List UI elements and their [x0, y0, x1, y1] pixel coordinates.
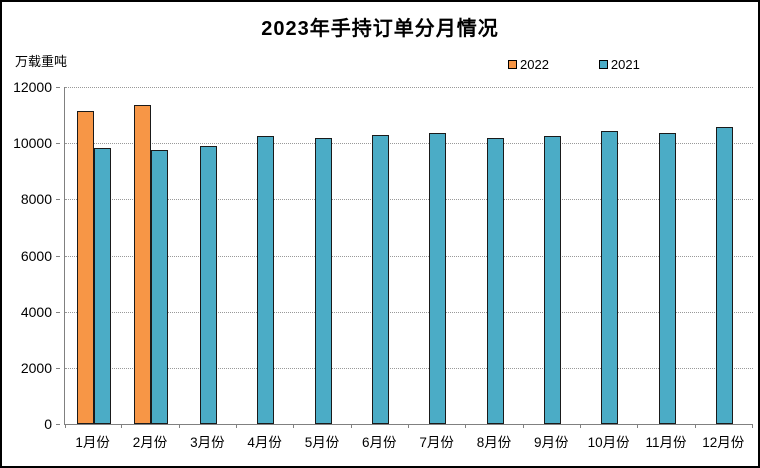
y-tick-label: 12000 — [13, 79, 52, 95]
y-tick-label: 10000 — [13, 135, 52, 152]
plot-area — [64, 87, 753, 428]
gridline — [65, 367, 753, 369]
y-tick-mark — [56, 255, 60, 257]
x-tick-mark — [178, 424, 180, 428]
y-tick-label: 6000 — [20, 247, 52, 264]
legend-swatch — [598, 60, 608, 69]
x-axis-labels: 1月份 2月份 3月份 4月份 5月份 6月份 7月份 8月份 9月份 10月份 11月份 12月份 — [64, 431, 752, 451]
x-tick-mark — [580, 424, 581, 428]
legend-item-2022: 2022 — [508, 57, 549, 72]
y-axis: 0 2000 4000 6000 8000 10000 12000 — [2, 80, 60, 431]
bar-2021-11月份 — [658, 133, 676, 424]
gridline — [65, 311, 753, 313]
bar-2022-2月份 — [134, 104, 151, 424]
y-tick-label: 0 — [44, 416, 52, 432]
x-category-label: 3月份 — [190, 435, 225, 450]
gridline — [65, 143, 753, 145]
gridline — [65, 87, 753, 88]
y-tick-label: 2000 — [20, 359, 52, 376]
x-category-label: 12月份 — [702, 435, 745, 450]
x-category-label: 5月份 — [304, 435, 340, 450]
x-category-label: 2月份 — [132, 435, 168, 450]
x-tick-mark — [236, 424, 237, 428]
legend: 2022 2021 — [508, 57, 640, 72]
x-category-label: 10月份 — [587, 435, 630, 450]
y-tick-mark — [56, 311, 60, 313]
y-unit-label: 万载重吨 — [15, 54, 68, 69]
y-tick-mark — [56, 87, 60, 88]
x-tick-mark — [350, 424, 352, 428]
gridline — [65, 255, 753, 257]
y-tick-label: 8000 — [20, 191, 52, 208]
bar-2021-6月份 — [371, 134, 389, 424]
x-tick-mark — [65, 424, 66, 428]
x-category-label: 7月份 — [419, 435, 454, 450]
x-category-label: 6月份 — [362, 435, 397, 450]
x-tick-mark — [408, 424, 409, 428]
x-tick-mark — [637, 424, 639, 428]
bar-2021-5月份 — [314, 138, 332, 424]
gridline — [65, 199, 753, 201]
x-tick-mark — [121, 424, 123, 428]
bar-2021-1月份 — [93, 147, 111, 424]
x-category-label: 4月份 — [247, 435, 282, 450]
x-tick-mark — [465, 424, 467, 428]
bar-2021-9月份 — [543, 135, 561, 424]
legend-swatch — [508, 60, 517, 69]
x-category-label: 9月份 — [534, 435, 569, 450]
bar-2021-4月份 — [257, 136, 275, 424]
legend-label: 2022 — [520, 57, 549, 72]
bar-2021-10月份 — [601, 130, 619, 424]
y-tick-mark — [56, 199, 60, 201]
y-tick-mark — [56, 143, 60, 145]
y-tick-mark — [56, 367, 60, 369]
x-tick-mark — [694, 424, 696, 428]
bar-2021-12月份 — [715, 127, 733, 424]
bar-2022-1月份 — [76, 110, 94, 424]
x-category-label: 11月份 — [645, 435, 687, 450]
x-category-label: 8月份 — [476, 435, 512, 450]
legend-label: 2021 — [610, 57, 640, 72]
x-tick-mark — [522, 424, 524, 428]
bar-2021-7月份 — [429, 132, 447, 424]
bar-2021-3月份 — [199, 146, 217, 424]
chart-title: 2023年手持订单分月情况 — [261, 18, 499, 40]
bar-2021-2月份 — [151, 149, 168, 424]
x-tick-mark — [752, 424, 753, 428]
x-tick-mark — [293, 424, 295, 428]
y-tick-mark — [56, 424, 60, 425]
x-category-label: 1月份 — [75, 435, 110, 450]
legend-item-2021: 2021 — [598, 57, 640, 72]
bar-2021-8月份 — [486, 137, 504, 424]
y-tick-label: 4000 — [20, 303, 52, 320]
